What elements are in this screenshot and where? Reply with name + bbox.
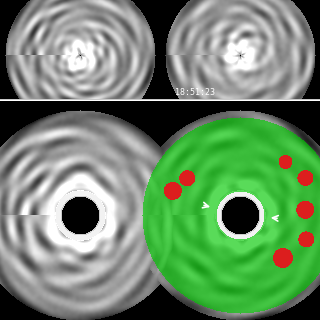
Text: 18:51:23: 18:51:23: [175, 88, 215, 97]
